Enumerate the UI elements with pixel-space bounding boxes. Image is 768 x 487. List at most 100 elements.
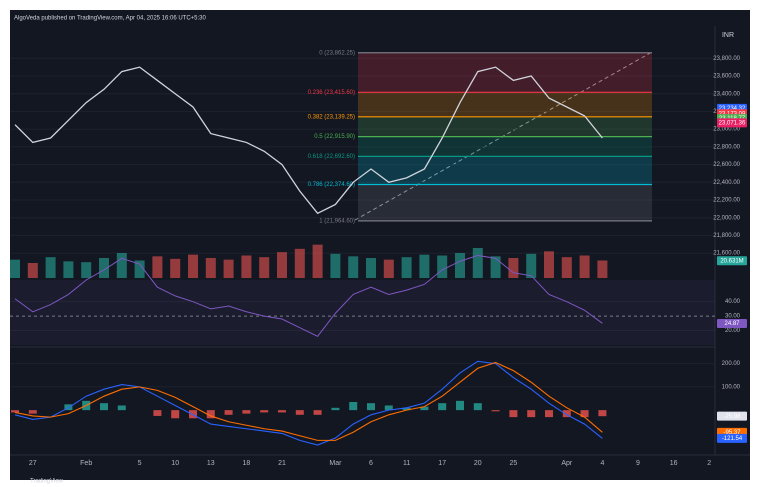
volume-bar bbox=[526, 253, 537, 278]
volume-bar bbox=[579, 255, 590, 278]
x-tick-label: Apr bbox=[561, 460, 573, 467]
y-tick-label: 23,600.00 bbox=[713, 74, 740, 80]
volume-bar bbox=[437, 255, 448, 278]
y-tick-label: 22,400.00 bbox=[713, 180, 740, 186]
x-tick-label: 5 bbox=[138, 460, 142, 467]
histogram-bar bbox=[153, 410, 162, 416]
line-series bbox=[14, 361, 603, 441]
x-tick-label: Mar bbox=[329, 460, 342, 467]
histogram-bar bbox=[331, 407, 340, 411]
histogram-bar bbox=[206, 410, 215, 419]
histogram-bar bbox=[260, 410, 269, 413]
volume-bar bbox=[401, 257, 412, 278]
price-badge-label: 23,234.32 bbox=[719, 106, 746, 112]
fib-label: 0.236 (23,415.60) bbox=[308, 90, 355, 96]
y-tick-label: 22,800.00 bbox=[713, 144, 740, 150]
histogram-bar bbox=[545, 410, 553, 418]
x-tick-label: 4 bbox=[600, 460, 604, 467]
volume-bar bbox=[170, 258, 181, 278]
fib-label: 0.618 (22,692.60) bbox=[308, 154, 355, 160]
histogram-bar bbox=[11, 410, 19, 413]
histogram-bar bbox=[456, 400, 464, 411]
volume-bar bbox=[419, 254, 430, 278]
y-tick-label: 21,800.00 bbox=[713, 233, 740, 239]
histogram-bar bbox=[527, 410, 536, 418]
x-tick-label: 2 bbox=[707, 460, 711, 467]
line-series bbox=[14, 66, 603, 215]
volume-bar bbox=[205, 258, 216, 278]
x-tick-label: 20 bbox=[474, 460, 482, 467]
volume-bar bbox=[561, 257, 572, 278]
price-badge-label: 23,071.36 bbox=[719, 120, 746, 126]
fib-zone bbox=[358, 156, 652, 185]
volume-bar bbox=[99, 258, 109, 278]
fib-label: 0.5 (22,915.90) bbox=[314, 134, 355, 140]
price-badge-label: -121.54 bbox=[722, 436, 743, 442]
x-tick-label: 11 bbox=[403, 460, 410, 467]
price-badge-label: -25.98 bbox=[723, 414, 741, 420]
x-tick-label: 25 bbox=[510, 460, 518, 467]
y-tick-label: 23,400.00 bbox=[713, 91, 740, 97]
fib-zone bbox=[358, 92, 652, 117]
histogram-bar bbox=[171, 410, 180, 419]
y-tick-label: 100.00 bbox=[722, 384, 741, 390]
x-tick-label: 21 bbox=[278, 460, 286, 467]
histogram-bar bbox=[100, 403, 108, 411]
y-tick-label: 40.00 bbox=[725, 299, 741, 305]
fib-zone bbox=[358, 136, 652, 157]
histogram-bar bbox=[438, 403, 447, 411]
price-badge-label: 24.87 bbox=[724, 321, 740, 327]
histogram-bar bbox=[242, 410, 251, 414]
histogram-bar bbox=[491, 410, 500, 412]
volume-bar bbox=[27, 263, 38, 278]
fib-label: 0 (23,862.25) bbox=[319, 50, 355, 56]
volume-bar bbox=[10, 259, 20, 278]
histogram-bar bbox=[402, 407, 411, 411]
price-badge bbox=[717, 319, 747, 329]
x-tick-label: 16 bbox=[670, 460, 678, 467]
histogram-bar bbox=[598, 410, 607, 417]
fib-label: 1 (21,964.60) bbox=[319, 218, 355, 224]
volume-bar bbox=[383, 259, 394, 278]
histogram-bar bbox=[420, 406, 429, 411]
volume-bar bbox=[455, 253, 465, 278]
volume-bar bbox=[81, 262, 92, 278]
histogram-bar bbox=[384, 405, 393, 411]
volume-bar bbox=[45, 257, 56, 278]
histogram-bar bbox=[117, 405, 126, 411]
price-badge-label: 20.631M bbox=[720, 258, 743, 264]
y-tick-label: 20.00 bbox=[725, 328, 741, 334]
volume-bar bbox=[223, 259, 234, 278]
currency: INR bbox=[722, 32, 734, 39]
volume-bar bbox=[152, 256, 163, 278]
price-badge bbox=[717, 256, 747, 266]
volume-bar bbox=[241, 255, 252, 278]
x-tick-label: 27 bbox=[29, 460, 37, 467]
volume-bar bbox=[259, 257, 270, 278]
y-tick-label: 200.00 bbox=[722, 361, 741, 367]
volume-bar bbox=[116, 253, 127, 278]
volume-bar bbox=[330, 253, 341, 278]
histogram-bar bbox=[562, 410, 571, 418]
volume-bar bbox=[508, 258, 519, 278]
histogram-bar bbox=[295, 410, 304, 415]
histogram-bar bbox=[224, 410, 233, 415]
price-badge-label: -95.37 bbox=[723, 430, 741, 436]
histogram-bar bbox=[313, 410, 322, 415]
volume-bar bbox=[134, 260, 145, 278]
x-tick-label: 10 bbox=[171, 460, 179, 467]
x-tick-label: 13 bbox=[207, 460, 215, 467]
volume-bar bbox=[348, 256, 359, 278]
histogram-bar bbox=[367, 403, 375, 411]
x-tick-label: 9 bbox=[636, 460, 640, 467]
volume-bar bbox=[472, 248, 483, 278]
volume-bar bbox=[294, 248, 305, 278]
x-tick-label: 18 bbox=[243, 460, 251, 467]
y-tick-label: 22,600.00 bbox=[713, 162, 740, 168]
histogram-bar bbox=[28, 410, 37, 414]
volume-bar bbox=[597, 260, 608, 278]
price-badge bbox=[717, 118, 747, 128]
histogram-bar bbox=[509, 410, 518, 418]
line-series bbox=[14, 360, 603, 446]
